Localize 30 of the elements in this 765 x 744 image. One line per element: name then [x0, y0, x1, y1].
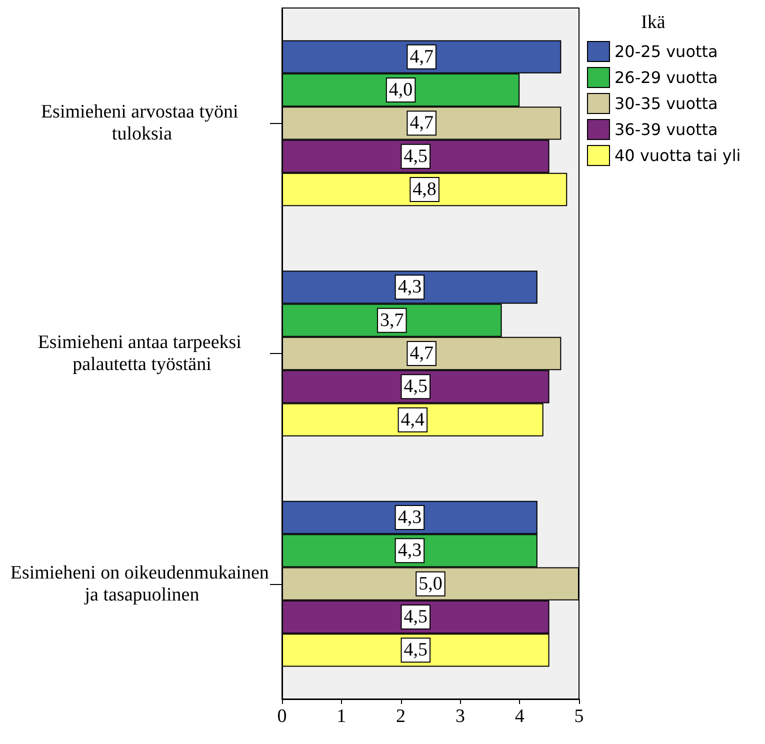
data-label: 4,3 — [398, 506, 422, 528]
x-tick-label: 5 — [574, 706, 584, 727]
data-label: 4,5 — [404, 606, 428, 628]
x-tick-label: 4 — [514, 706, 525, 727]
data-label: 4,3 — [398, 276, 422, 298]
data-label: 3,7 — [380, 310, 404, 331]
data-label: 4,7 — [410, 343, 434, 364]
data-label: 4,5 — [404, 146, 428, 167]
data-label: 4,4 — [400, 409, 426, 430]
legend-title: Ikä — [641, 12, 666, 33]
x-tick-label: 3 — [455, 706, 465, 727]
data-label: 4,8 — [412, 179, 436, 200]
data-label: 4,5 — [404, 376, 428, 398]
x-tick-label: 1 — [336, 706, 346, 727]
legend-label: 40 vuotta tai yli — [614, 146, 741, 165]
y-tick-label: Esimieheni on oikeudenmukainen ja tasapuolinen — [10, 562, 274, 606]
data-label: 5,0 — [418, 573, 442, 594]
legend-label: 30-35 vuotta — [614, 94, 718, 113]
data-label: 4,7 — [410, 112, 434, 134]
data-label: 4,5 — [404, 640, 428, 661]
data-label: 4,0 — [388, 80, 413, 100]
legend-label: 20-25 vuotta — [614, 42, 718, 61]
x-tick-label: 2 — [396, 706, 406, 727]
y-tick-label: Esimieheni antaa tarpeeksi palautetta työstäni — [38, 332, 246, 375]
y-tick-label: Esimieheni arvostaa työni tuloksia — [40, 102, 244, 145]
legend-label: 36-39 vuotta — [614, 120, 718, 139]
data-label: 4,7 — [410, 46, 434, 68]
data-label: 4,3 — [398, 540, 422, 562]
legend-label: 26-29 vuotta — [614, 68, 718, 87]
x-tick-label: 0 — [277, 706, 287, 727]
